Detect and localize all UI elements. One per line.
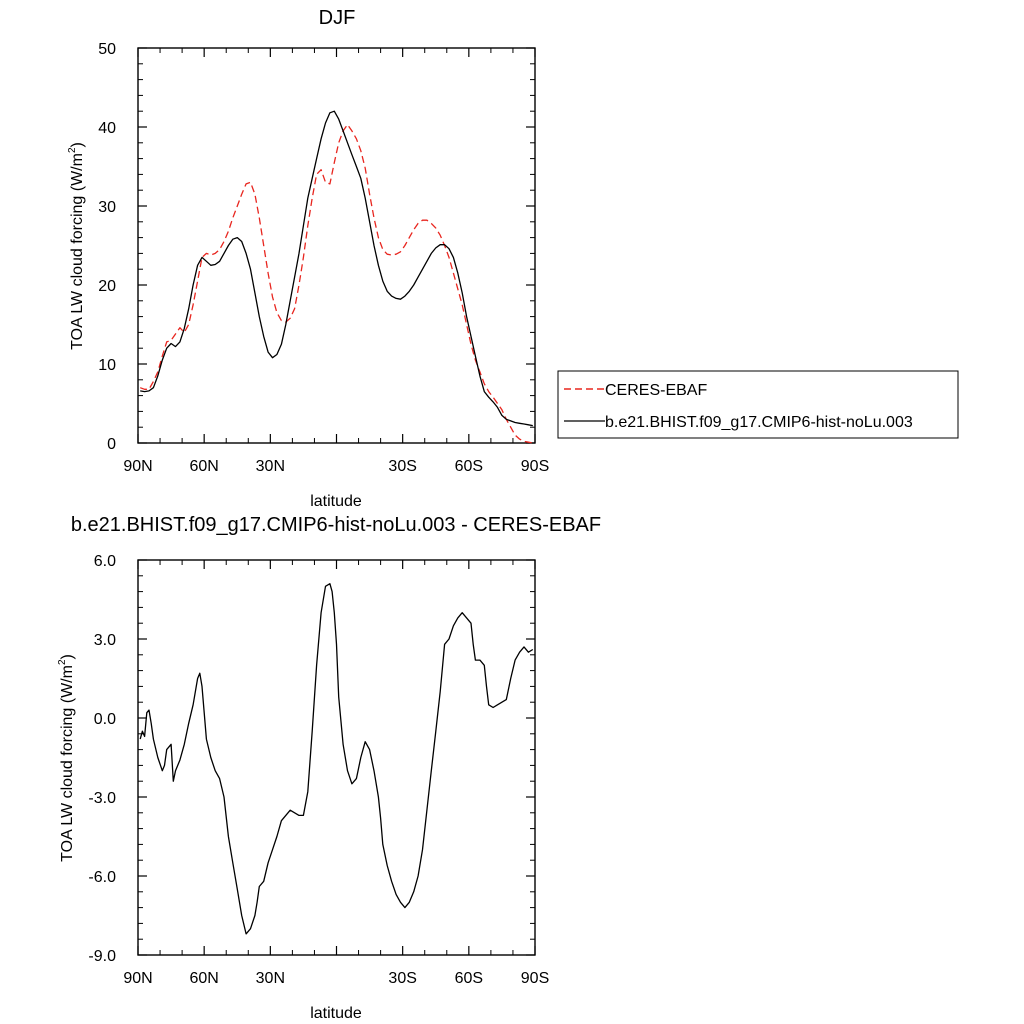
x-tick-label: 30S <box>388 970 416 987</box>
x-tick-label: 90S <box>521 970 549 987</box>
top-y-ticks: 0 10 20 30 40 50 <box>98 41 535 453</box>
y-tick-label: 40 <box>98 120 116 137</box>
legend-box <box>557 370 959 439</box>
y-tick-label: 50 <box>98 41 116 58</box>
x-tick-label: 60S <box>455 970 483 987</box>
y-tick-label: 0.0 <box>94 711 116 728</box>
x-tick-label: 30N <box>256 458 285 475</box>
top-panel: DJF 0 10 20 30 40 50 90N 60N 30N 30S 60S 90S latit… <box>67 7 959 510</box>
top-plot-frame <box>137 47 536 444</box>
bottom-y-axis-label-end: ) <box>59 654 76 659</box>
y-tick-label: 3.0 <box>94 632 116 649</box>
x-tick-label: 90N <box>123 458 152 475</box>
bottom-series <box>139 583 534 935</box>
y-tick-label: 20 <box>98 278 116 295</box>
y-tick-label: -6.0 <box>88 869 116 886</box>
bottom-title: b.e21.BHIST.f09_g17.CMIP6-hist-noLu.003 … <box>71 514 601 536</box>
top-series <box>139 110 533 444</box>
top-title: DJF <box>319 7 356 29</box>
bottom-y-axis-label-sup: 2 <box>57 659 68 665</box>
top-x-ticks: 90N 60N 30N 30S 60S 90S <box>123 48 549 475</box>
bottom-x-ticks: 90N 60N 30N 30S 60S 90S <box>123 560 549 987</box>
top-y-axis-label-end: ) <box>69 142 86 147</box>
y-tick-label: 6.0 <box>94 553 116 570</box>
bottom-y-axis-label-main: TOA LW cloud forcing (W/m <box>59 665 76 862</box>
y-tick-label: 0 <box>107 436 116 453</box>
x-tick-label: 60S <box>455 458 483 475</box>
series-line-ceres <box>139 123 533 444</box>
series-line-difference <box>139 583 534 935</box>
y-tick-label: 10 <box>98 357 116 374</box>
x-tick-label: 90S <box>521 458 549 475</box>
bottom-y-ticks: -9.0 -6.0 -3.0 0.0 3.0 6.0 <box>88 553 535 965</box>
y-tick-label: 30 <box>98 199 116 216</box>
top-y-axis-label-sup: 2 <box>67 147 78 153</box>
legend-ceres-label: CERES-EBAF <box>605 382 707 399</box>
x-tick-label: 60N <box>189 458 218 475</box>
top-y-axis-label: TOA LW cloud forcing (W/m2) <box>67 142 86 350</box>
x-tick-label: 30S <box>388 458 416 475</box>
legend: CERES-EBAF b.e21.BHIST.f09_g17.CMIP6-his… <box>557 370 959 439</box>
x-tick-label: 90N <box>123 970 152 987</box>
series-line-model <box>140 110 533 427</box>
bottom-panel: b.e21.BHIST.f09_g17.CMIP6-hist-noLu.003 … <box>57 514 601 1022</box>
bottom-x-axis-label: latitude <box>310 1005 362 1022</box>
top-x-axis-label: latitude <box>310 493 362 510</box>
y-tick-label: -3.0 <box>88 790 116 807</box>
x-tick-label: 60N <box>189 970 218 987</box>
bottom-plot-frame <box>137 559 536 956</box>
y-tick-label: -9.0 <box>88 948 116 965</box>
top-y-axis-label-main: TOA LW cloud forcing (W/m <box>69 153 86 350</box>
legend-model-label: b.e21.BHIST.f09_g17.CMIP6-hist-noLu.003 <box>605 414 913 431</box>
bottom-y-axis-label: TOA LW cloud forcing (W/m2) <box>57 654 76 862</box>
x-tick-label: 30N <box>256 970 285 987</box>
